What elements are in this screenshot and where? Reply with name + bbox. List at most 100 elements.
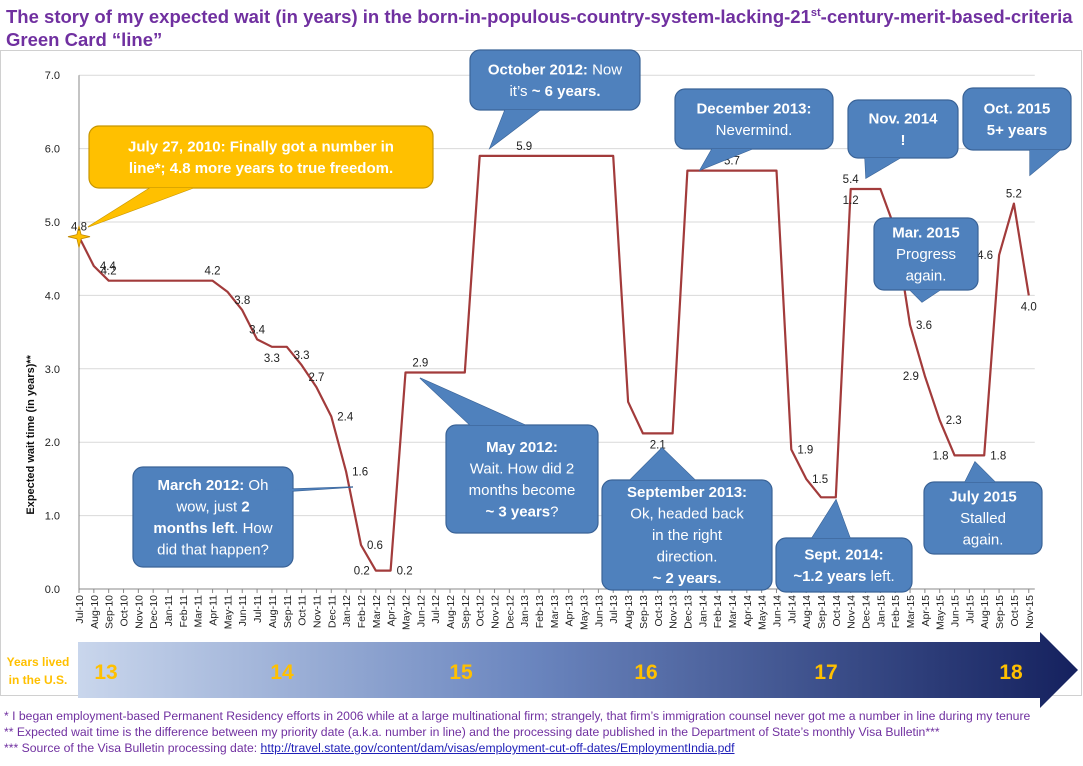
x-tick-label: Feb-15 — [890, 595, 902, 628]
x-tick-label: Nov-13 — [668, 595, 680, 629]
callout-text-line: July 27, 2010: Finally got a number in — [128, 138, 394, 155]
callout-box — [469, 49, 641, 111]
callout-text-line: line*; 4.8 more years to true freedom. — [129, 160, 393, 177]
callout-text-line: December 2013: — [696, 100, 811, 117]
y-axis-title: Expected wait time (in years)** — [25, 354, 37, 514]
callout-text-line: ~ 3 years? — [486, 503, 559, 520]
y-tick-label: 1.0 — [45, 511, 60, 523]
x-tick-label: Nov-14 — [846, 595, 858, 629]
y-tick-label: 5.0 — [45, 217, 60, 229]
x-tick-label: Jul-12 — [430, 595, 442, 624]
x-tick-label: Aug-10 — [89, 595, 101, 629]
data-label: 4.8 — [71, 222, 87, 234]
data-label: 3.3 — [294, 350, 310, 362]
x-tick-label: Jul-13 — [608, 595, 620, 624]
data-label: 1.6 — [352, 467, 368, 479]
x-tick-label: Jun-15 — [950, 595, 962, 627]
x-tick-label: Sep-15 — [994, 595, 1006, 629]
data-label: 3.4 — [249, 324, 266, 336]
callout-text-line: Ok, headed back — [630, 506, 744, 523]
year-number: 17 — [814, 661, 837, 684]
years-arrow-shape — [78, 632, 1078, 708]
x-tick-label: Oct-10 — [119, 595, 131, 627]
series-polyline — [78, 154, 1030, 572]
x-tick-label: Sep-10 — [104, 595, 116, 629]
x-tick-label: Mar-15 — [905, 595, 917, 628]
callout-text-line: ~1.2 years left. — [793, 568, 894, 585]
footnote-1: * I began employment-based Permanent Res… — [4, 709, 1031, 723]
callout-0: July 27, 2010: Finally got a number in li… — [87, 125, 434, 228]
callout-text-line: it’s ~ 6 years. — [509, 83, 600, 100]
x-tick-label: Apr-15 — [920, 595, 932, 627]
x-tick-label: Feb-14 — [712, 595, 724, 628]
data-label: 3.6 — [916, 320, 932, 332]
chart-title: The story of my expected wait (in years)… — [6, 6, 1073, 51]
x-tick-label: Apr-12 — [386, 595, 398, 627]
x-tick-label: Aug-12 — [445, 595, 457, 629]
x-tick-label: Oct-13 — [653, 595, 665, 627]
x-tick-label: Oct-15 — [1009, 595, 1021, 627]
years-lived-arrow: Years lived in the U.S. 13 14 15 16 17 18 — [7, 632, 1078, 708]
callout-text-line: direction. — [657, 549, 718, 566]
y-tick-label: 0.0 — [45, 584, 60, 596]
x-tick-label: Mar-13 — [549, 595, 561, 628]
data-label: 1.9 — [797, 445, 813, 457]
callout-5: Mar. 2015 Progress again. — [873, 217, 979, 303]
data-label: 1.5 — [812, 474, 828, 486]
x-tick-label: Oct-14 — [831, 595, 843, 627]
x-tick-label: Mar-14 — [727, 595, 739, 628]
callout-tail-fill — [865, 158, 900, 178]
y-tick-label: 3.0 — [45, 364, 60, 376]
data-label: 0.2 — [354, 566, 370, 578]
x-tick-label: Jul-15 — [964, 595, 976, 624]
x-tick-label: Sep-13 — [638, 595, 650, 629]
callout-text-line: wow, just 2 — [175, 498, 249, 515]
data-label: 2.9 — [903, 371, 919, 383]
data-label: 5.9 — [516, 141, 532, 153]
x-tick-label: Jul-11 — [252, 595, 264, 623]
data-label: 2.4 — [337, 412, 354, 424]
callout-2: December 2013: Nevermind. — [674, 88, 834, 172]
year-number: 14 — [270, 661, 294, 684]
x-tick-label: Mar-12 — [371, 595, 383, 628]
year-number: 13 — [94, 661, 117, 684]
x-tick-label: Dec-13 — [682, 595, 694, 629]
data-label: 4.0 — [1021, 301, 1037, 313]
data-label: 0.6 — [367, 540, 383, 552]
callout-tail-fill — [1030, 150, 1060, 175]
x-tick-label: May-12 — [400, 595, 412, 630]
callout-box — [962, 87, 1072, 151]
callout-box — [674, 88, 834, 150]
x-tick-label: May-15 — [935, 595, 947, 630]
x-tick-label: Jun-12 — [415, 595, 427, 627]
x-tick-label: Aug-15 — [979, 595, 991, 629]
callout-tail-fill — [910, 290, 940, 302]
x-tick-label: Dec-12 — [504, 595, 516, 629]
x-tick-label: May-14 — [757, 595, 769, 630]
data-label: 1.2 — [843, 195, 859, 207]
data-label: 4.4 — [100, 261, 117, 273]
callout-text-line: months left. How — [153, 520, 272, 537]
callout-tail-fill — [812, 500, 850, 538]
callout-text-line: May 2012: — [486, 439, 558, 456]
x-tick-label: Oct-11 — [297, 595, 309, 626]
callouts: July 27, 2010: Finally got a number in li… — [87, 49, 1072, 593]
y-tick-label: 7.0 — [45, 70, 60, 82]
visa-bulletin-link[interactable]: http://travel.state.gov/content/dam/visa… — [260, 741, 735, 755]
x-tick-label: Aug-13 — [623, 595, 635, 629]
footnote-2: ** Expected wait time is the difference … — [4, 725, 940, 739]
callout-tail-fill — [630, 448, 695, 480]
callout-8: September 2013: Ok, headed back in the rig… — [601, 447, 773, 591]
callout-7: May 2012: Wait. How did 2 months become ~ 3… — [419, 377, 599, 534]
x-tick-label: Feb-13 — [534, 595, 546, 628]
data-label: 4.2 — [101, 266, 117, 278]
x-tick-label: Jun-13 — [593, 595, 605, 627]
footnote-3: *** Source of the Visa Bulletin processi… — [4, 741, 735, 755]
callout-box — [132, 466, 294, 568]
callout-text-line: Oct. 2015 — [984, 100, 1051, 117]
callout-4: Oct. 2015 5+ years — [962, 87, 1072, 177]
data-label: 4.2 — [205, 266, 221, 278]
callout-9: Sept. 2014: ~1.2 years left. — [775, 498, 913, 593]
x-tick-label: Apr-14 — [742, 595, 754, 627]
